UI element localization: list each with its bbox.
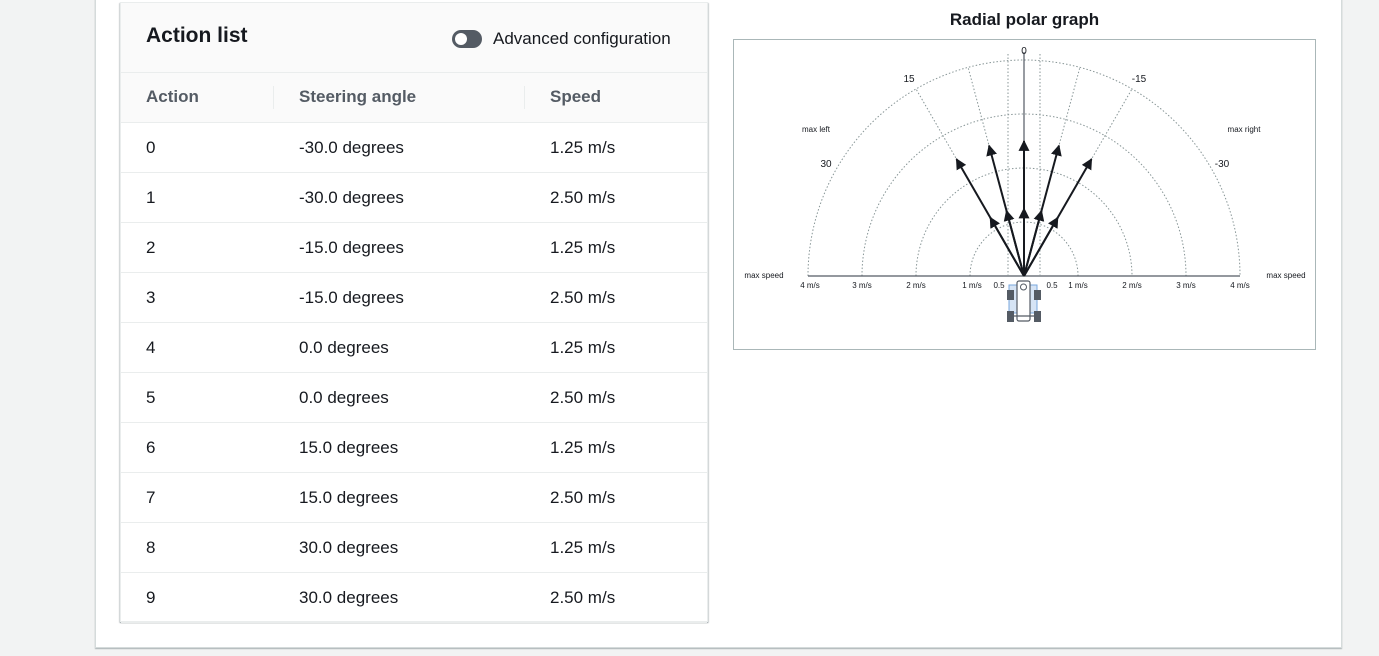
speed-tick-label: 2 m/s <box>1122 281 1142 290</box>
action-list-header: Action list Advanced configuration <box>121 3 707 73</box>
cell-speed: 2.50 m/s <box>550 288 616 307</box>
speed-tick-label: 4 m/s <box>1230 281 1250 290</box>
cell-steering: 0.0 degrees <box>299 388 389 407</box>
table-row: 7 15.0 degrees 2.50 m/s <box>121 473 707 523</box>
speed-tick-label: 0.5 <box>993 281 1005 290</box>
column-header-action[interactable]: Action <box>146 87 199 106</box>
cell-speed: 1.25 m/s <box>550 138 616 157</box>
speed-tick-label: 2 m/s <box>906 281 926 290</box>
cell-steering: 15.0 degrees <box>299 488 399 507</box>
speed-tick-label: 1 m/s <box>1068 281 1088 290</box>
table-row: 8 30.0 degrees 1.25 m/s <box>121 523 707 573</box>
cell-action: 7 <box>146 488 156 507</box>
table-row: 5 0.0 degrees 2.50 m/s <box>121 373 707 423</box>
cell-steering: 0.0 degrees <box>299 338 389 357</box>
cell-speed: 2.50 m/s <box>550 388 616 407</box>
cell-steering: -15.0 degrees <box>299 288 404 307</box>
table-row: 6 15.0 degrees 1.25 m/s <box>121 423 707 473</box>
cell-action: 0 <box>146 138 156 157</box>
max-speed-label-right: max speed <box>1266 271 1305 280</box>
angle-label-30: 30 <box>820 159 832 170</box>
table-row: 4 0.0 degrees 1.25 m/s <box>121 323 707 373</box>
advanced-configuration-label: Advanced configuration <box>493 29 671 48</box>
speed-tick-label: 3 m/s <box>852 281 872 290</box>
table-header: Action Steering angle Speed <box>121 73 707 123</box>
toggle-knob <box>455 33 467 45</box>
advanced-configuration-toggle[interactable]: Advanced configuration <box>452 27 671 51</box>
angle-label-15: 15 <box>903 74 915 85</box>
cell-speed: 2.50 m/s <box>550 188 616 207</box>
max-speed-label-left: max speed <box>744 271 783 280</box>
cell-action: 4 <box>146 338 156 357</box>
column-header-speed[interactable]: Speed <box>550 87 602 106</box>
cell-action: 1 <box>146 188 156 207</box>
table-row: 2 -15.0 degrees 1.25 m/s <box>121 223 707 273</box>
cell-action: 8 <box>146 538 156 557</box>
max-left-label: max left <box>802 125 831 134</box>
cell-steering: -15.0 degrees <box>299 238 404 257</box>
action-list-card: Action list Advanced configuration Actio… <box>120 2 708 623</box>
cell-action: 5 <box>146 388 156 407</box>
cell-speed: 1.25 m/s <box>550 438 616 457</box>
cell-speed: 1.25 m/s <box>550 338 616 357</box>
angle-label-0: 0 <box>1021 46 1027 57</box>
max-right-label: max right <box>1228 125 1262 134</box>
cell-steering: 30.0 degrees <box>299 588 399 607</box>
column-divider[interactable] <box>524 86 525 109</box>
action-arrow-7 <box>1023 144 1062 277</box>
cell-action: 9 <box>146 588 156 607</box>
action-arrow-9 <box>1023 158 1093 277</box>
action-list-title: Action list <box>146 24 248 47</box>
action-arrow-1 <box>955 158 1025 277</box>
cell-steering: 30.0 degrees <box>299 538 399 557</box>
toggle-switch[interactable] <box>452 30 482 48</box>
table-row: 3 -15.0 degrees 2.50 m/s <box>121 273 707 323</box>
cell-speed: 1.25 m/s <box>550 238 616 257</box>
speed-ring <box>861 113 1187 277</box>
table-row: 0 -30.0 degrees 1.25 m/s <box>121 123 707 173</box>
cell-action: 2 <box>146 238 156 257</box>
speed-tick-label: 0.5 <box>1046 281 1058 290</box>
speed-tick-label: 1 m/s <box>962 281 982 290</box>
column-divider[interactable] <box>273 86 274 109</box>
cell-speed: 2.50 m/s <box>550 588 616 607</box>
speed-tick-label: 3 m/s <box>1176 281 1196 290</box>
graph-title: Radial polar graph <box>949 10 1100 29</box>
cell-steering: 15.0 degrees <box>299 438 399 457</box>
angle-label-neg15: -15 <box>1132 74 1147 85</box>
cell-steering: -30.0 degrees <box>299 188 404 207</box>
speed-tick-label: 4 m/s <box>800 281 820 290</box>
cell-action: 3 <box>146 288 156 307</box>
column-header-steering-angle[interactable]: Steering angle <box>299 87 417 106</box>
table-row: 9 30.0 degrees 2.50 m/s <box>121 573 707 623</box>
angle-label-neg30: -30 <box>1215 159 1230 170</box>
table-row: 1 -30.0 degrees 2.50 m/s <box>121 173 707 223</box>
polar-graph-svg: 0 15 -15 30 -30 max left max right max speed max… <box>744 46 1306 322</box>
car-icon <box>1007 280 1041 322</box>
action-arrow-3 <box>986 144 1025 277</box>
cell-steering: -30.0 degrees <box>299 138 404 157</box>
cell-speed: 1.25 m/s <box>550 538 616 557</box>
cell-speed: 2.50 m/s <box>550 488 616 507</box>
radial-polar-graph: 0 15 -15 30 -30 max left max right max speed max… <box>733 39 1316 350</box>
cell-action: 6 <box>146 438 156 457</box>
